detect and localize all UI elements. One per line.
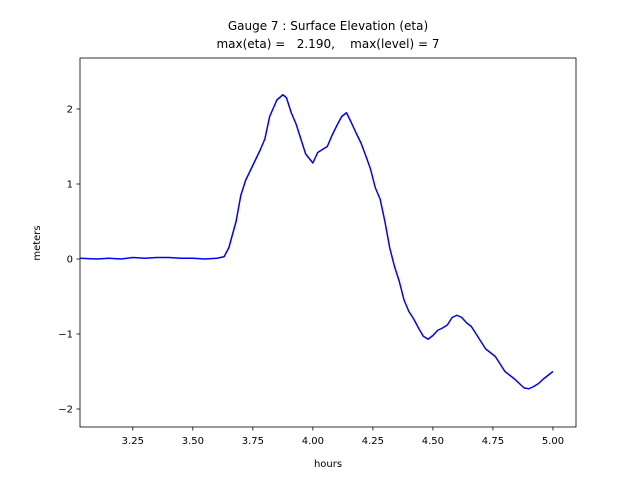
chart-title: Gauge 7 : Surface Elevation (eta): [228, 19, 428, 33]
y-tick-label: 2: [67, 105, 73, 116]
y-tick-label: −1: [58, 330, 73, 341]
y-tick-label: 1: [67, 180, 73, 191]
x-tick-label: 4.25: [362, 436, 384, 447]
x-tick-label: 4.75: [482, 436, 504, 447]
y-axis-label: meters: [32, 225, 43, 260]
x-tick-label: 3.25: [122, 436, 144, 447]
y-tick-label: 0: [67, 255, 73, 266]
line: [79, 94, 554, 390]
plot-frame: [79, 57, 577, 428]
chart-subtitle: max(eta) = 2.190, max(level) = 7: [216, 37, 439, 51]
x-axis-label: hours: [314, 459, 342, 470]
x-tick-label: 3.75: [242, 436, 264, 447]
x-tick-label: 5.00: [542, 436, 564, 447]
x-tick-label: 4.00: [302, 436, 324, 447]
y-tick-label: −2: [58, 405, 73, 416]
x-tick-label: 4.50: [422, 436, 444, 447]
x-tick-label: 3.50: [182, 436, 204, 447]
